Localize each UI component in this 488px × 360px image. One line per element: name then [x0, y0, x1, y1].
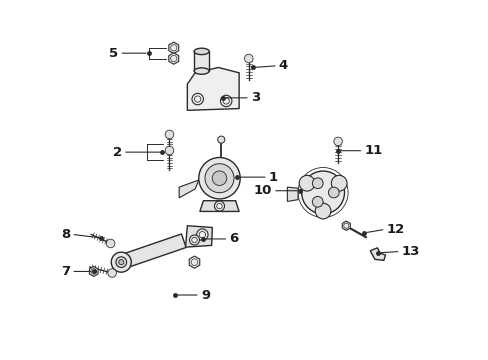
- Polygon shape: [168, 42, 178, 54]
- Circle shape: [116, 257, 126, 267]
- Circle shape: [214, 201, 224, 211]
- Circle shape: [165, 130, 173, 139]
- Circle shape: [315, 203, 330, 219]
- Circle shape: [212, 171, 226, 185]
- Circle shape: [220, 95, 231, 107]
- Text: 4: 4: [278, 59, 287, 72]
- Circle shape: [244, 54, 253, 63]
- Text: 11: 11: [364, 144, 382, 157]
- Circle shape: [331, 175, 346, 191]
- Circle shape: [119, 260, 123, 265]
- Circle shape: [299, 175, 314, 191]
- Circle shape: [192, 93, 203, 105]
- Circle shape: [107, 269, 116, 277]
- Text: 9: 9: [201, 288, 210, 302]
- Circle shape: [189, 235, 199, 245]
- Circle shape: [312, 178, 323, 189]
- Polygon shape: [119, 234, 186, 269]
- Polygon shape: [369, 248, 385, 260]
- Text: 3: 3: [250, 91, 260, 104]
- Text: 8: 8: [61, 228, 70, 241]
- Circle shape: [198, 157, 240, 199]
- Polygon shape: [168, 53, 178, 64]
- Circle shape: [312, 197, 323, 207]
- Circle shape: [111, 252, 131, 272]
- Polygon shape: [287, 187, 298, 202]
- Text: 12: 12: [386, 223, 404, 236]
- Circle shape: [204, 164, 234, 193]
- Polygon shape: [200, 201, 239, 211]
- Polygon shape: [179, 180, 198, 198]
- Circle shape: [333, 137, 342, 146]
- Circle shape: [301, 171, 344, 214]
- Circle shape: [196, 229, 207, 240]
- Polygon shape: [187, 67, 239, 111]
- Text: 7: 7: [61, 265, 70, 278]
- Circle shape: [106, 239, 115, 248]
- Polygon shape: [185, 226, 212, 247]
- Circle shape: [217, 136, 224, 143]
- Text: 13: 13: [401, 245, 419, 258]
- Text: 2: 2: [113, 146, 122, 159]
- Polygon shape: [89, 266, 98, 276]
- Text: 1: 1: [268, 171, 277, 184]
- Polygon shape: [342, 221, 349, 230]
- Text: 6: 6: [229, 233, 238, 246]
- Polygon shape: [189, 256, 199, 268]
- Text: 10: 10: [253, 184, 271, 197]
- Text: 5: 5: [109, 47, 118, 60]
- Circle shape: [328, 187, 339, 198]
- Circle shape: [165, 146, 173, 155]
- Bar: [194, 51, 209, 71]
- Ellipse shape: [194, 68, 209, 74]
- Ellipse shape: [194, 48, 209, 55]
